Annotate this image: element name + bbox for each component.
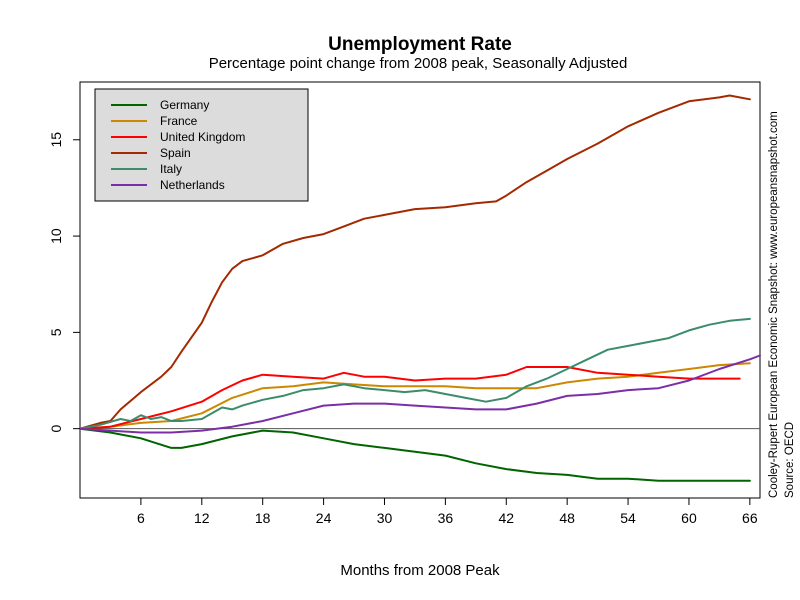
legend-items: Germany France United Kingdom Spain Italy Net… xyxy=(111,98,245,192)
series-line-4 xyxy=(79,317,751,430)
chart-title: Unemployment Rate xyxy=(328,34,512,55)
y-tick-label-1: 5 xyxy=(48,328,64,336)
legend-label-4: Italy xyxy=(160,162,182,176)
x-tick-label-4: 30 xyxy=(377,510,393,526)
series-line-1 xyxy=(79,362,751,430)
series-line-0 xyxy=(79,427,751,482)
x-tick-label-3: 24 xyxy=(316,510,332,526)
series-line-2 xyxy=(79,366,741,430)
legend-label-3: Spain xyxy=(160,146,191,160)
legend-label-5: Netherlands xyxy=(160,178,225,192)
y-tick-label-0: 0 xyxy=(48,425,64,433)
x-tick-label-5: 36 xyxy=(438,510,454,526)
legend: Germany France United Kingdom Spain Italy Net… xyxy=(94,88,309,202)
legend-box xyxy=(94,88,309,202)
series-line-3 xyxy=(79,94,751,430)
legend-label-0: Germany xyxy=(160,98,209,112)
x-axis: 6 12 18 24 30 36 42 48 54 60 66 xyxy=(137,498,758,526)
legend-label-1: France xyxy=(160,114,198,128)
x-tick-label-1: 12 xyxy=(194,510,210,526)
series-layer xyxy=(79,94,761,482)
x-axis-label: Months from 2008 Peak xyxy=(340,562,500,579)
x-tick-label-2: 18 xyxy=(255,510,271,526)
legend-label-2: United Kingdom xyxy=(160,130,245,144)
x-tick-label-9: 60 xyxy=(681,510,697,526)
x-tick-label-6: 42 xyxy=(498,510,514,526)
x-tick-label-7: 48 xyxy=(559,510,575,526)
chart-subtitle: Percentage point change from 2008 peak, … xyxy=(209,55,628,72)
y-tick-label-2: 10 xyxy=(48,228,64,244)
side-note-source: Source: OECD xyxy=(784,422,796,498)
side-note-attribution: Cooley-Rupert European Economic Snapshot… xyxy=(768,111,780,498)
series-line-5 xyxy=(79,354,761,434)
x-tick-label-8: 54 xyxy=(620,510,636,526)
y-tick-label-3: 15 xyxy=(48,132,64,148)
x-tick-label-0: 6 xyxy=(137,510,145,526)
plot-area-frame xyxy=(79,81,761,499)
y-axis: 0 5 10 15 xyxy=(48,132,80,433)
x-tick-label-10: 66 xyxy=(742,510,758,526)
